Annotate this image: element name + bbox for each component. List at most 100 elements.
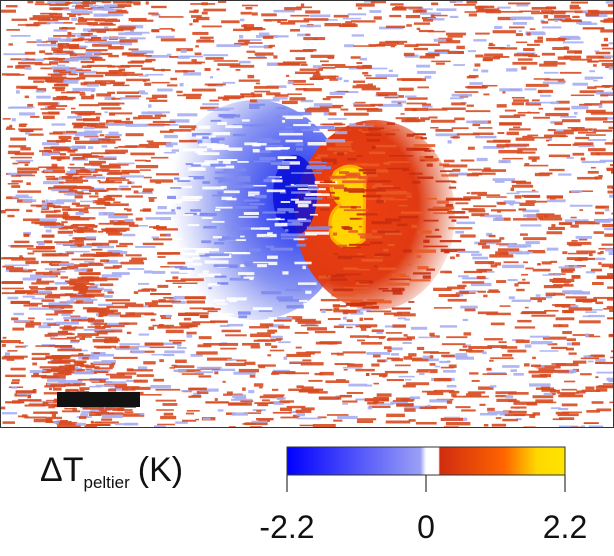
streak bbox=[366, 169, 389, 173]
streak bbox=[84, 187, 105, 191]
streak bbox=[462, 281, 485, 284]
streak bbox=[309, 77, 324, 80]
streak bbox=[250, 137, 273, 140]
streak bbox=[67, 174, 74, 177]
streak bbox=[265, 245, 274, 248]
streak bbox=[84, 81, 103, 85]
streak bbox=[240, 264, 246, 267]
streak bbox=[96, 93, 112, 97]
streak bbox=[432, 206, 454, 210]
streak bbox=[588, 425, 604, 428]
streak bbox=[240, 400, 254, 403]
streak bbox=[343, 188, 364, 192]
streak bbox=[377, 230, 400, 234]
streak bbox=[451, 127, 469, 130]
streak bbox=[342, 180, 367, 184]
streak bbox=[280, 21, 296, 25]
streak bbox=[361, 341, 383, 345]
streak bbox=[73, 360, 87, 363]
streak bbox=[594, 219, 611, 223]
streak bbox=[14, 240, 30, 244]
streak bbox=[39, 366, 64, 369]
streak bbox=[506, 68, 518, 72]
streak bbox=[237, 39, 250, 43]
streak bbox=[274, 222, 288, 227]
streak bbox=[95, 71, 118, 75]
streak bbox=[331, 352, 340, 355]
streak bbox=[404, 44, 419, 48]
streak bbox=[13, 320, 30, 323]
streak bbox=[184, 212, 208, 216]
streak bbox=[168, 297, 177, 301]
streak bbox=[561, 270, 574, 273]
streak bbox=[273, 55, 278, 59]
streak bbox=[61, 221, 68, 224]
streak bbox=[157, 252, 181, 255]
streak bbox=[225, 362, 246, 367]
streak bbox=[6, 29, 20, 31]
streak bbox=[109, 387, 129, 391]
streak bbox=[89, 413, 102, 416]
streak bbox=[547, 18, 563, 21]
streak bbox=[108, 131, 119, 135]
streak bbox=[300, 63, 308, 66]
streak bbox=[356, 155, 364, 157]
streak bbox=[226, 391, 233, 395]
streak bbox=[45, 199, 49, 203]
streak bbox=[84, 41, 102, 44]
streak bbox=[588, 314, 605, 318]
streak bbox=[331, 293, 355, 297]
streak bbox=[287, 93, 302, 95]
streak bbox=[170, 187, 182, 189]
streak bbox=[611, 87, 614, 91]
streak bbox=[471, 253, 482, 256]
streak bbox=[28, 76, 52, 80]
streak bbox=[247, 194, 260, 197]
streak bbox=[537, 263, 541, 266]
streak bbox=[610, 164, 614, 167]
streak bbox=[609, 309, 614, 312]
streak bbox=[455, 230, 464, 234]
streak bbox=[91, 411, 110, 414]
streak bbox=[358, 217, 363, 220]
streak bbox=[78, 416, 87, 419]
streak bbox=[86, 22, 98, 26]
streak bbox=[405, 382, 430, 386]
streak bbox=[516, 418, 522, 421]
streak bbox=[541, 21, 549, 24]
streak bbox=[50, 336, 55, 339]
streak bbox=[495, 394, 507, 398]
streak bbox=[103, 288, 113, 292]
streak bbox=[303, 88, 322, 92]
streak bbox=[430, 335, 440, 338]
streak bbox=[479, 239, 502, 243]
streak bbox=[226, 358, 237, 361]
streak bbox=[443, 159, 455, 163]
streak bbox=[360, 327, 367, 331]
streak bbox=[211, 220, 225, 223]
streak bbox=[203, 54, 229, 57]
streak bbox=[366, 372, 370, 377]
streak bbox=[146, 140, 154, 143]
streak bbox=[281, 237, 300, 240]
streak bbox=[166, 53, 172, 58]
streak bbox=[205, 57, 224, 60]
streak bbox=[531, 158, 537, 162]
streak bbox=[351, 206, 357, 209]
streak bbox=[152, 120, 176, 124]
streak bbox=[342, 351, 366, 354]
streak bbox=[75, 217, 96, 220]
streak bbox=[352, 102, 365, 105]
streak bbox=[75, 23, 92, 25]
streak bbox=[204, 253, 230, 257]
streak bbox=[497, 16, 516, 21]
streak bbox=[253, 160, 271, 163]
streak bbox=[435, 180, 455, 183]
streak bbox=[23, 345, 29, 347]
streak bbox=[168, 339, 186, 342]
streak bbox=[333, 288, 354, 292]
streak bbox=[182, 148, 208, 152]
streak bbox=[2, 265, 14, 268]
streak bbox=[498, 341, 507, 344]
streak bbox=[499, 115, 521, 118]
